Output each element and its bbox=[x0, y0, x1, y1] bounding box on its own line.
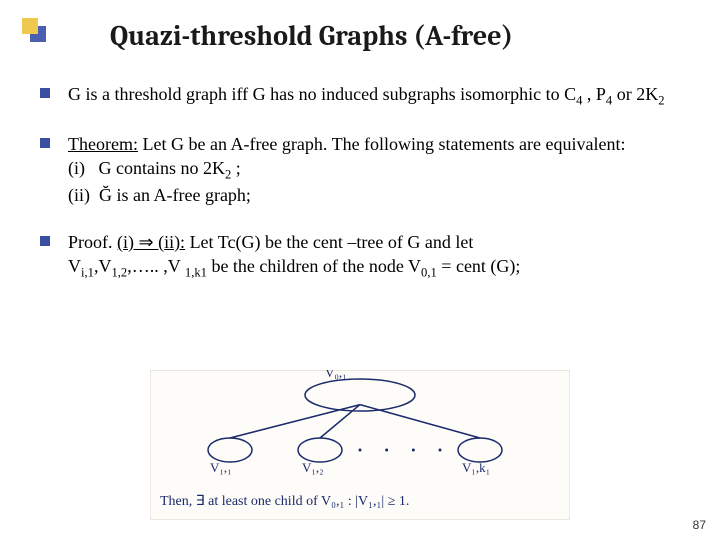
bullet-square-icon bbox=[40, 138, 50, 148]
svg-text:V₁,₁: V₁,₁ bbox=[210, 460, 232, 475]
bullet-list: G is a threshold graph iff G has no indu… bbox=[40, 82, 702, 304]
corner-decoration bbox=[22, 18, 46, 42]
bullet-item: G is a threshold graph iff G has no indu… bbox=[40, 82, 702, 110]
slide-title: Quazi-threshold Graphs (A-free) bbox=[110, 20, 513, 52]
bullet-text: G is a threshold graph iff G has no indu… bbox=[68, 84, 665, 104]
bullet-text: Proof. (i) ⇒ (ii): Let Tc(G) be the cent… bbox=[68, 232, 520, 276]
svg-text:V₀,₁: V₀,₁ bbox=[325, 370, 347, 380]
svg-text:V₁,k₁: V₁,k₁ bbox=[462, 460, 490, 475]
bullet-text: Theorem: Let G be an A-free graph. The f… bbox=[68, 134, 625, 206]
tree-diagram: V₀,₁ V₁,₁ V₁,₂ V₁,k₁ Then, ∃ at least one ch… bbox=[150, 370, 570, 520]
bullet-item: Proof. (i) ⇒ (ii): Let Tc(G) be the cent… bbox=[40, 230, 702, 282]
bullet-square-icon bbox=[40, 236, 50, 246]
bullet-square-icon bbox=[40, 88, 50, 98]
svg-text:V₁,₂: V₁,₂ bbox=[302, 460, 324, 475]
bullet-item: Theorem: Let G be an A-free graph. The f… bbox=[40, 132, 702, 208]
svg-text:Then, ∃ at least one child of: Then, ∃ at least one child of V₀,₁ : |V₁… bbox=[160, 494, 409, 509]
page-number: 87 bbox=[693, 518, 706, 532]
deco-yellow-square bbox=[22, 18, 38, 34]
